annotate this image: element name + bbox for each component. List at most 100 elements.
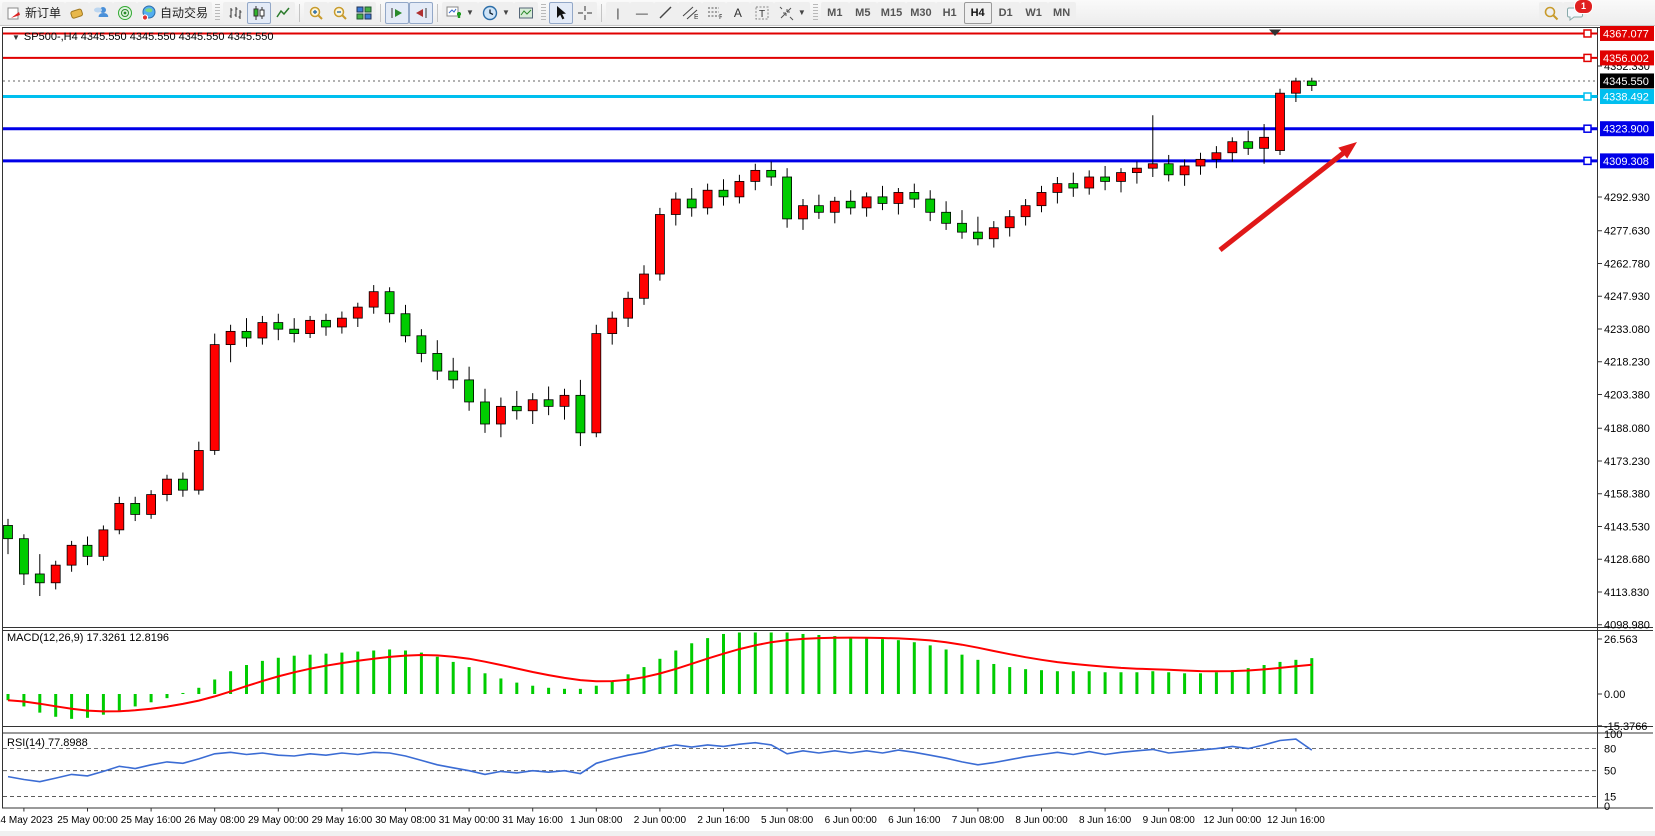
candle-body: [1068, 183, 1079, 189]
candle-body: [225, 330, 236, 346]
chat-button[interactable]: 1: [1563, 0, 1593, 24]
candle-body: [543, 399, 554, 407]
rsi-indicator-label: RSI(14) 77.8988: [7, 737, 88, 749]
community-button[interactable]: [89, 1, 114, 24]
arrow-shaft[interactable]: [1218, 149, 1348, 252]
market-watch-button[interactable]: [65, 1, 90, 24]
trendline-button[interactable]: [653, 1, 678, 24]
macd-histogram-bar: [245, 665, 248, 694]
timeframe-w1[interactable]: W1: [1019, 1, 1048, 24]
text-label-button[interactable]: T: [749, 1, 774, 24]
chart-window[interactable]: 4352.330 4292.930 4277.630 4262.780 4247.930…: [0, 25, 1655, 831]
chart-shift-marker[interactable]: [1269, 29, 1281, 37]
timeframe-h1[interactable]: H1: [935, 1, 964, 24]
timeframe-m30[interactable]: M30: [906, 1, 936, 24]
zoom-out-button[interactable]: [328, 1, 353, 24]
macd-histogram-bar: [944, 649, 948, 694]
indicators-add-icon: [446, 5, 462, 21]
signals-button[interactable]: [113, 1, 138, 24]
line-handle[interactable]: [1583, 29, 1592, 38]
price-tick-label: 4173.230: [1604, 456, 1650, 468]
crosshair-button[interactable]: [572, 1, 597, 24]
chart-shift-button[interactable]: [409, 1, 434, 24]
level-price-tag-text: 4309.308: [1603, 156, 1649, 168]
macd-histogram-bar: [419, 652, 423, 694]
price-tick-label: 4188.080: [1604, 423, 1650, 435]
candle-body: [177, 478, 188, 491]
horizontal-line-button[interactable]: —: [629, 1, 654, 24]
macd-indicator-label: MACD(12,26,9) 17.3261 12.8196: [7, 632, 170, 644]
macd-histogram-bar: [70, 694, 74, 719]
search-button[interactable]: [1539, 1, 1563, 24]
candle-body: [352, 306, 363, 319]
candle-body: [845, 200, 856, 209]
candle-body: [1243, 141, 1254, 149]
macd-histogram-bar: [578, 688, 582, 694]
chart-canvas[interactable]: 4352.3304292.9304277.6304262.7804247.930…: [0, 25, 1655, 831]
macd-histogram-bar: [817, 634, 821, 694]
line-handle[interactable]: [1583, 124, 1592, 133]
candle-body: [861, 196, 872, 209]
macd-histogram-bar: [992, 663, 996, 694]
equidistant-channel-button[interactable]: E: [677, 1, 702, 24]
zoom-out-icon: [332, 5, 348, 21]
new-order-button[interactable]: 新订单: [2, 1, 66, 24]
line-chart-icon: [275, 5, 291, 21]
globe-icon: [141, 5, 157, 21]
candle-body: [957, 222, 967, 233]
cursor-button[interactable]: [548, 1, 573, 24]
candle-body: [66, 544, 77, 566]
candle-body: [607, 317, 618, 334]
macd-histogram-bar: [165, 694, 169, 699]
zoom-in-icon: [308, 5, 324, 21]
time-tick-label: 5 Jun 08:00: [761, 815, 814, 826]
periods-button[interactable]: ▼: [477, 1, 514, 24]
macd-histogram-bar: [1214, 672, 1218, 694]
search-icon: [1543, 5, 1559, 21]
arrows-button[interactable]: ▼: [773, 1, 810, 24]
candle-body: [1116, 172, 1126, 182]
zoom-in-button[interactable]: [304, 1, 329, 24]
notification-badge: 1: [1574, 0, 1593, 14]
new-order-icon: [6, 5, 22, 21]
candle-body: [1179, 165, 1190, 176]
indicators-button[interactable]: ▼: [442, 1, 478, 24]
text-button[interactable]: A: [725, 1, 750, 24]
bar-chart-button[interactable]: [223, 1, 248, 24]
arrow-head[interactable]: [1338, 142, 1357, 159]
line-handle[interactable]: [1583, 92, 1592, 101]
line-chart-button[interactable]: [271, 1, 296, 24]
autotrading-button[interactable]: 自动交易: [137, 1, 213, 24]
timeframe-m1[interactable]: M1: [820, 1, 849, 24]
candle-body: [400, 313, 411, 337]
timeframe-h4[interactable]: H4: [963, 1, 992, 24]
auto-scroll-button[interactable]: [385, 1, 410, 24]
time-tick-label: 25 May 00:00: [57, 815, 118, 826]
time-axis[interactable]: 24 May 2023 25 May 00:00 25 May 16:00 26 Ma…: [0, 808, 1325, 826]
vertical-line-button[interactable]: |: [605, 1, 630, 24]
candlestick-chart-button[interactable]: [247, 1, 272, 24]
level-price-tag: 4309.308: [1600, 153, 1654, 169]
timeframe-mn[interactable]: MN: [1047, 1, 1076, 24]
candle-body: [750, 169, 761, 182]
timeframe-d1[interactable]: D1: [991, 1, 1020, 24]
fibonacci-button[interactable]: F: [701, 1, 726, 24]
candle-body: [384, 291, 395, 315]
macd-histogram-bar: [515, 682, 519, 694]
candle-body: [670, 198, 681, 215]
template-chart-icon: [518, 5, 534, 21]
timeframe-m15[interactable]: M15: [876, 1, 907, 24]
candle-body: [1052, 183, 1063, 193]
line-handle[interactable]: [1583, 156, 1592, 166]
macd-histogram-bar: [1262, 665, 1266, 694]
price-axis[interactable]: 4352.3304292.9304277.6304262.7804247.930…: [1597, 61, 1650, 632]
rsi-tick-label: 80: [1604, 744, 1616, 756]
candle-body: [639, 273, 649, 299]
line-handle[interactable]: [1583, 53, 1592, 63]
time-tick-label: 24 May 2023: [0, 815, 53, 826]
candle-body: [941, 211, 951, 224]
tile-windows-button[interactable]: [352, 1, 377, 24]
timeframe-m5[interactable]: M5: [848, 1, 877, 24]
templates-button[interactable]: [513, 1, 538, 24]
macd-histogram-bar: [1071, 671, 1075, 694]
